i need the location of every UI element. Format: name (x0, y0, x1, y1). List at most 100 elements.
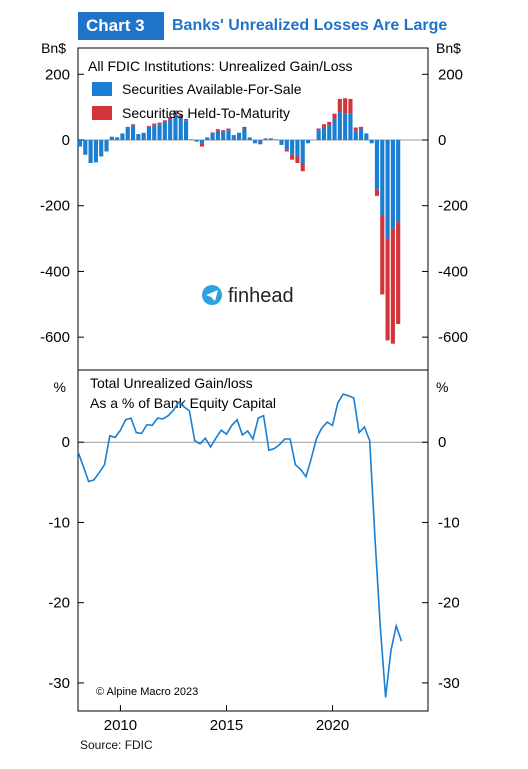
bottom-left-tick-label: -30 (48, 675, 70, 692)
afs-bar (396, 140, 401, 223)
afs-bar (168, 119, 173, 140)
afs-bar (237, 132, 242, 140)
afs-bar (295, 140, 300, 157)
htm-bar (173, 110, 178, 114)
top-left-tick-label: 200 (45, 66, 70, 83)
afs-bar (93, 140, 98, 163)
afs-bar (327, 125, 332, 140)
afs-bar (210, 133, 215, 140)
htm-bar (327, 121, 332, 126)
bottom-left-unit-label: % (54, 379, 66, 395)
htm-bar (242, 126, 247, 129)
afs-bar (77, 140, 83, 147)
x-tick-label: 2015 (210, 717, 243, 734)
htm-bar (284, 149, 289, 152)
afs-bar (136, 134, 141, 140)
bottom-left-tick-label: -20 (48, 595, 70, 612)
afs-bar (205, 137, 210, 140)
bottom-right-tick-label: -10 (438, 514, 460, 531)
bottom-left-tick-label: -10 (48, 514, 70, 531)
chart-header: Chart 3 Banks' Unrealized Losses Are Lar… (78, 12, 518, 40)
afs-bar (247, 137, 252, 140)
afs-bar (343, 113, 348, 140)
afs-bar (178, 117, 183, 140)
htm-bar (321, 124, 327, 127)
htm-bar (183, 118, 189, 121)
top-panel-title: All FDIC Institutions: Unrealized Gain/L… (88, 58, 353, 74)
htm-bar (380, 215, 385, 295)
afs-bar (231, 135, 236, 140)
afs-bar (146, 126, 152, 140)
htm-bar (157, 122, 162, 125)
afs-bar (268, 138, 273, 140)
afs-bar (152, 125, 157, 140)
bottom-right-tick-label: -30 (438, 675, 460, 692)
bottom-panel-title-line1: Total Unrealized Gain/loss (90, 375, 253, 391)
legend-label-htm: Securities Held-To-Maturity (122, 105, 290, 121)
afs-bar (242, 128, 247, 140)
legend-swatch-afs (92, 82, 112, 96)
top-left-tick-label: -200 (40, 198, 70, 215)
afs-bar (83, 140, 88, 155)
afs-bar (99, 140, 104, 157)
bottom-left-tick-label: 0 (62, 434, 70, 451)
afs-bar (385, 140, 390, 239)
equity-ratio-line (77, 393, 403, 698)
htm-bar (374, 189, 380, 196)
afs-bar (115, 137, 120, 140)
afs-bar (321, 126, 327, 140)
afs-bar (353, 130, 358, 140)
htm-bar (332, 113, 337, 119)
afs-bar (252, 140, 258, 144)
htm-bar (215, 129, 220, 131)
source-note: Source: FDIC (80, 738, 153, 752)
htm-bar (130, 124, 136, 126)
afs-bar (104, 140, 109, 152)
afs-bar (364, 133, 369, 140)
htm-bar (258, 142, 263, 145)
htm-bar (300, 163, 305, 172)
bottom-panel-title-line2: As a % of Bank Equity Capital (90, 395, 276, 411)
htm-bar (295, 156, 300, 163)
afs-bar (374, 140, 380, 190)
watermark-text: finhead (228, 285, 294, 307)
afs-bar (263, 138, 268, 140)
legend-label-afs: Securities Available-For-Sale (122, 81, 302, 97)
htm-bar (125, 126, 130, 128)
afs-bar (279, 140, 284, 145)
htm-bar (152, 123, 157, 126)
afs-bar (305, 140, 311, 144)
htm-bar (343, 98, 348, 114)
htm-bar (290, 154, 295, 160)
afs-bar (173, 113, 178, 140)
bottom-right-tick-label: 0 (438, 434, 446, 451)
afs-bar (258, 140, 263, 143)
afs-bar (316, 130, 321, 140)
afs-bar (189, 139, 194, 140)
afs-bar (120, 133, 125, 140)
htm-bar (146, 125, 152, 127)
htm-bar (337, 98, 342, 113)
top-right-tick-label: -200 (438, 198, 468, 215)
x-tick-label: 2020 (316, 717, 349, 734)
top-right-tick-label: -400 (438, 263, 468, 280)
afs-bar (337, 112, 342, 140)
paper-plane-icon (206, 290, 218, 301)
top-right-tick-label: -600 (438, 329, 468, 346)
top-right-tick-label: 0 (438, 132, 446, 149)
htm-bar (396, 222, 401, 324)
bottom-right-tick-label: -20 (438, 595, 460, 612)
top-left-tick-label: -400 (40, 263, 70, 280)
afs-bar (88, 140, 93, 163)
afs-bar (157, 124, 162, 140)
htm-bar (210, 132, 215, 134)
htm-bar (221, 130, 226, 132)
afs-bar (221, 131, 226, 140)
bottom-right-unit-label: % (436, 379, 448, 395)
htm-bar (168, 117, 173, 120)
htm-bar (178, 115, 183, 117)
afs-bar (226, 130, 231, 140)
bottom-panel-frame (77, 369, 429, 712)
afs-bar (215, 130, 220, 140)
